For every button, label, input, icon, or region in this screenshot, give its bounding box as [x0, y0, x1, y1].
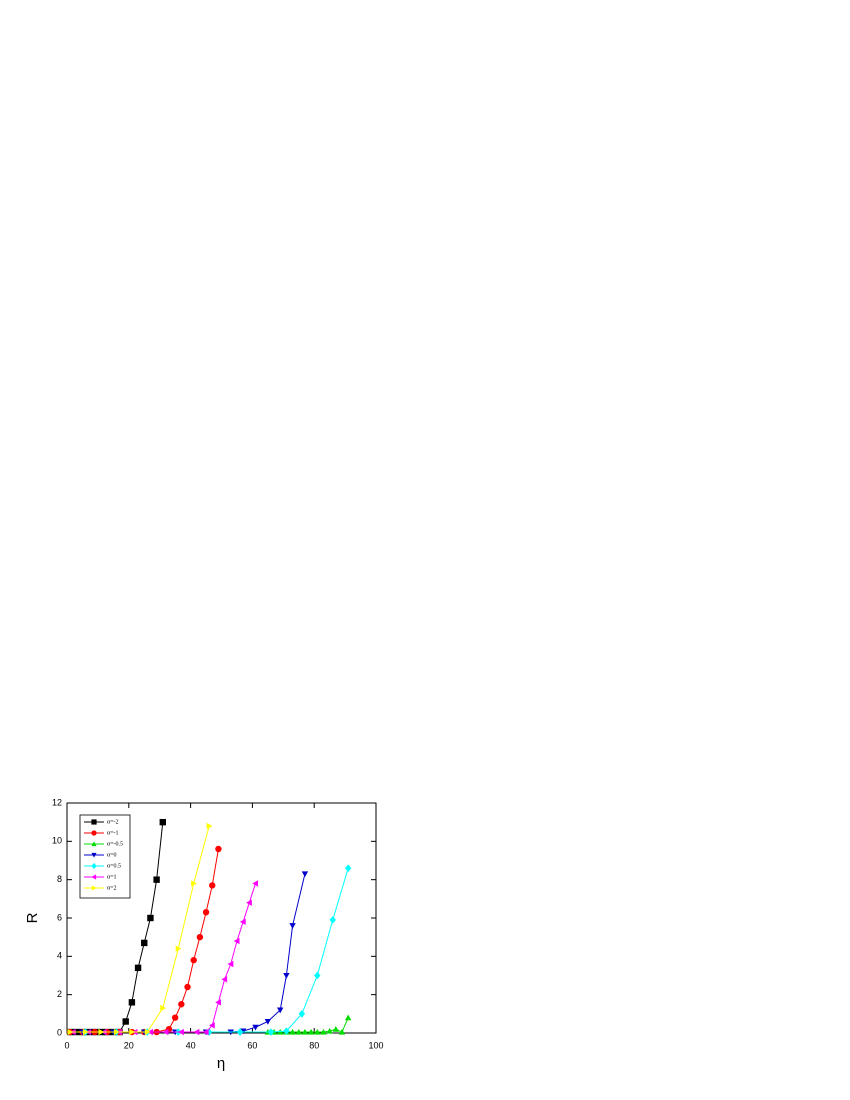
marker	[301, 1028, 309, 1035]
marker	[239, 1028, 247, 1035]
marker	[144, 1028, 151, 1036]
marker	[332, 1025, 340, 1032]
marker	[162, 1028, 169, 1036]
marker	[289, 923, 296, 929]
marker	[193, 1028, 200, 1036]
marker	[91, 874, 97, 880]
marker	[289, 1028, 296, 1035]
marker	[122, 1018, 129, 1025]
marker	[298, 1009, 306, 1018]
marker	[153, 876, 160, 883]
marker	[267, 1028, 275, 1036]
legend-label: α=-2	[107, 819, 119, 825]
marker	[215, 845, 222, 853]
y-tick-label: 8	[57, 874, 62, 884]
legend-label: α=1	[107, 874, 117, 880]
marker	[329, 916, 336, 924]
y-tick-label: 10	[52, 836, 62, 846]
marker	[344, 864, 352, 873]
legend-label: α=0	[107, 852, 117, 858]
marker	[91, 862, 97, 870]
y-tick-label: 6	[57, 912, 62, 922]
marker	[113, 1028, 120, 1036]
marker	[338, 1028, 346, 1035]
marker	[252, 880, 259, 887]
marker	[160, 1004, 166, 1012]
marker	[202, 909, 210, 916]
marker	[252, 1024, 259, 1031]
marker	[283, 972, 290, 979]
marker	[141, 939, 148, 947]
legend-box	[79, 814, 131, 899]
marker	[196, 933, 204, 941]
marker	[178, 1001, 185, 1008]
marker	[159, 818, 166, 826]
legend-label: α=-1	[107, 830, 119, 836]
x-tick-label: 40	[186, 1040, 196, 1050]
marker	[202, 1028, 209, 1036]
marker	[301, 871, 309, 878]
y-tick-label: 0	[57, 1027, 62, 1037]
x-tick-label: 20	[124, 1040, 134, 1050]
marker	[307, 1028, 315, 1035]
marker	[314, 1028, 321, 1035]
marker	[190, 956, 197, 964]
legend-label: α=0.5	[107, 863, 121, 869]
marker	[191, 880, 197, 887]
marker	[221, 976, 228, 983]
y-axis-label: R	[24, 912, 41, 923]
marker	[128, 999, 136, 1006]
marker	[147, 914, 154, 922]
marker	[134, 964, 142, 972]
marker	[277, 1007, 284, 1014]
marker	[215, 999, 221, 1006]
marker	[264, 1018, 272, 1025]
y-tick-label: 4	[57, 951, 62, 961]
marker	[246, 899, 252, 906]
series-line	[70, 825, 210, 1033]
marker	[91, 841, 97, 847]
marker	[295, 1028, 302, 1035]
marker	[209, 1022, 215, 1029]
marker	[91, 830, 97, 836]
legend-label: α=2	[107, 885, 117, 891]
marker	[67, 1028, 74, 1036]
marker	[91, 885, 97, 891]
marker	[171, 1014, 179, 1021]
marker	[344, 1014, 352, 1021]
series-line	[73, 883, 256, 1033]
marker	[98, 1028, 105, 1036]
x-axis-label: η	[217, 1055, 225, 1072]
marker	[178, 1028, 184, 1036]
marker	[91, 852, 97, 858]
x-tick-label: 80	[309, 1040, 319, 1050]
marker	[184, 983, 191, 991]
marker	[129, 1028, 136, 1036]
marker	[175, 945, 182, 952]
marker	[314, 971, 321, 980]
x-tick-label: 0	[64, 1040, 69, 1050]
marker	[239, 918, 246, 926]
marker	[320, 1028, 327, 1035]
marker	[326, 1027, 333, 1034]
legend-label: α=-0.5	[107, 841, 123, 847]
marker	[91, 819, 97, 825]
marker	[233, 937, 240, 945]
marker	[236, 1028, 244, 1036]
y-tick-label: 2	[57, 989, 62, 999]
marker	[206, 822, 213, 830]
x-tick-label: 100	[368, 1040, 383, 1050]
marker	[82, 1028, 89, 1036]
y-tick-label: 12	[52, 797, 62, 807]
x-tick-label: 60	[247, 1040, 257, 1050]
marker	[209, 882, 216, 889]
marker	[283, 1027, 290, 1035]
marker	[227, 960, 234, 968]
